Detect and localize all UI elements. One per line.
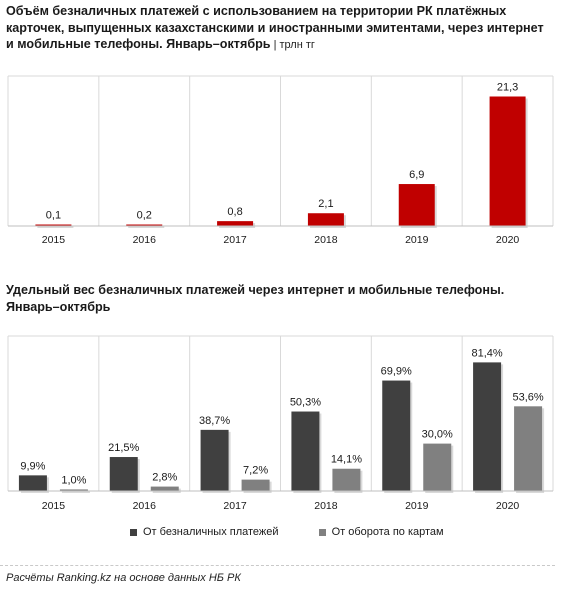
chart1-plot: 0,1 2015 0,2 2016 0,8 2017 2,1 2018 6,9 2019 21,3 2… — [7, 75, 554, 246]
data-label-2016: 0,2 — [137, 210, 152, 222]
data-label-2016-series2: 2,8% — [152, 472, 177, 484]
data-label-2017-series2: 7,2% — [243, 465, 268, 477]
bar-2020 — [489, 96, 526, 226]
data-label-2020-series2: 53,6% — [512, 391, 543, 403]
chart2-title: Удельный вес безналичных платежей через … — [6, 283, 505, 314]
bar-2020-series2 — [514, 406, 543, 491]
legend-label-series1: От безналичных платежей — [143, 526, 279, 538]
footer-divider — [0, 565, 555, 566]
chart1-title: Объём безналичных платежей с использован… — [6, 3, 551, 54]
x-tick-label-2019: 2019 — [405, 500, 429, 512]
x-tick-label-2018: 2018 — [314, 500, 338, 512]
bar-shadow — [37, 226, 74, 228]
x-tick-label-2018: 2018 — [314, 234, 338, 246]
bar-2018-series2 — [332, 468, 361, 491]
data-label-2020: 21,3 — [497, 81, 518, 93]
x-tick-label-2016: 2016 — [133, 500, 157, 512]
data-label-2018-series1: 50,3% — [290, 397, 321, 409]
chart1-title-text: Объём безналичных платежей с использован… — [6, 4, 544, 51]
x-tick-label-2020: 2020 — [496, 500, 520, 512]
legend-label-series2: От оборота по картам — [331, 526, 444, 538]
data-label-2019-series2: 30,0% — [422, 429, 453, 441]
bar-2017-series1 — [200, 429, 229, 491]
data-label-2019-series1: 69,9% — [381, 366, 412, 378]
x-tick-label-2015: 2015 — [42, 500, 66, 512]
x-tick-label-2020: 2020 — [496, 234, 520, 246]
x-tick-label-2015: 2015 — [42, 234, 66, 246]
data-label-2015-series1: 9,9% — [20, 460, 45, 472]
bar-2015-series2 — [59, 489, 88, 491]
x-tick-label-2016: 2016 — [133, 234, 157, 246]
data-label-2017: 0,8 — [227, 206, 242, 218]
bar-2017 — [217, 221, 254, 226]
bar-2018 — [307, 213, 344, 226]
data-label-2015: 0,1 — [46, 210, 61, 222]
chart2-legend: От безналичных платежей От оборота по ка… — [130, 526, 484, 538]
data-label-2018: 2,1 — [318, 198, 333, 210]
legend-item-series2: От оборота по картам — [318, 526, 444, 538]
legend-item-series1: От безналичных платежей — [130, 526, 279, 538]
bar-2018-series1 — [291, 411, 320, 491]
chart2-plot: 9,9% 1,0% 2015 21,5% 2,8% 2016 38,7% 7,2% 2017 50… — [7, 335, 554, 512]
bar-shadow — [61, 491, 90, 493]
bar-2016-series2 — [150, 486, 179, 491]
data-label-2017-series1: 38,7% — [199, 415, 230, 427]
data-label-2016-series1: 21,5% — [108, 442, 139, 454]
bar-shadow — [128, 226, 165, 228]
bar-2015-series1 — [18, 475, 47, 491]
x-tick-label-2017: 2017 — [223, 234, 247, 246]
bar-2019-series1 — [382, 380, 411, 491]
x-tick-label-2017: 2017 — [223, 500, 247, 512]
source-note: Расчёты Ranking.kz на основе данных НБ Р… — [6, 572, 241, 584]
bar-2020-series1 — [473, 362, 502, 491]
data-label-2020-series1: 81,4% — [471, 347, 502, 359]
x-tick-label-2019: 2019 — [405, 234, 429, 246]
legend-swatch-series1 — [130, 528, 137, 536]
bar-2016-series1 — [109, 457, 138, 491]
bar-2019 — [398, 184, 435, 226]
legend-swatch-series2 — [318, 528, 326, 536]
bar-2016 — [126, 224, 163, 226]
data-label-2019: 6,9 — [409, 169, 424, 181]
data-label-2018-series2: 14,1% — [331, 454, 362, 466]
chart1-unit: | трлн тг — [270, 39, 315, 51]
data-label-2015-series2: 1,0% — [61, 474, 86, 486]
bar-2017-series2 — [241, 479, 270, 491]
bar-2015 — [35, 224, 72, 226]
bar-2019-series2 — [423, 443, 452, 491]
